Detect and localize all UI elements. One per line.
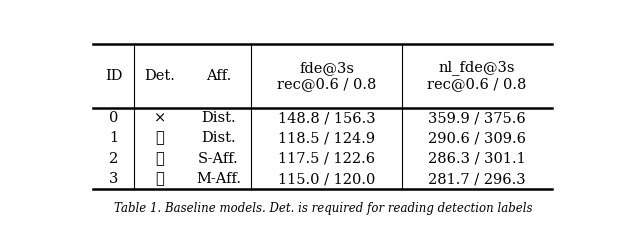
Text: fde@3s
rec@0.6 / 0.8: fde@3s rec@0.6 / 0.8: [277, 61, 376, 91]
Text: 0: 0: [109, 111, 118, 125]
Text: S-Aff.: S-Aff.: [198, 152, 239, 166]
Text: Table 1. Baseline models. Det. is required for reading detection labels: Table 1. Baseline models. Det. is requir…: [113, 202, 532, 215]
Text: 290.6 / 309.6: 290.6 / 309.6: [428, 131, 526, 145]
Text: 115.0 / 120.0: 115.0 / 120.0: [278, 172, 375, 186]
Text: ✓: ✓: [156, 172, 164, 186]
Text: 3: 3: [109, 172, 118, 186]
Text: Aff.: Aff.: [206, 69, 231, 83]
Text: 281.7 / 296.3: 281.7 / 296.3: [428, 172, 526, 186]
Text: Dist.: Dist.: [201, 111, 236, 125]
Text: 117.5 / 122.6: 117.5 / 122.6: [278, 152, 375, 166]
Text: nl_fde@3s
rec@0.6 / 0.8: nl_fde@3s rec@0.6 / 0.8: [427, 60, 527, 91]
Text: Det.: Det.: [144, 69, 175, 83]
Text: ID: ID: [105, 69, 123, 83]
Text: 1: 1: [109, 131, 118, 145]
Text: 359.9 / 375.6: 359.9 / 375.6: [428, 111, 526, 125]
Text: Dist.: Dist.: [201, 131, 236, 145]
Text: M-Aff.: M-Aff.: [196, 172, 241, 186]
Text: 2: 2: [109, 152, 118, 166]
Text: 118.5 / 124.9: 118.5 / 124.9: [278, 131, 375, 145]
Text: 148.8 / 156.3: 148.8 / 156.3: [278, 111, 375, 125]
Text: ✓: ✓: [156, 152, 164, 166]
Text: ✓: ✓: [156, 131, 164, 145]
Text: 286.3 / 301.1: 286.3 / 301.1: [428, 152, 526, 166]
Text: ×: ×: [154, 111, 166, 125]
